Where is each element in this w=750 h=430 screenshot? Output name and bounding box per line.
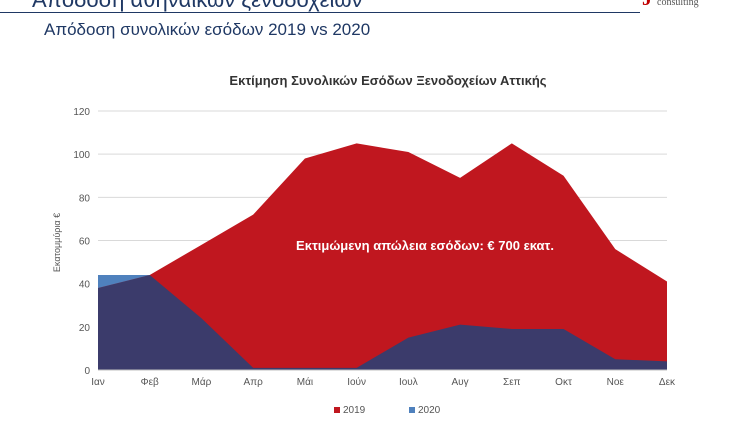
y-tick-label: 40 <box>79 280 91 291</box>
y-tick-label: 80 <box>79 193 91 204</box>
legend-label-2019: 2019 <box>343 405 366 416</box>
y-tick-label: 60 <box>79 237 91 248</box>
logo-text: consulting <box>657 0 699 8</box>
area-2020 <box>98 275 667 370</box>
x-tick-label: Ιαν <box>91 377 105 388</box>
y-tick-label: 100 <box>73 150 90 161</box>
x-tick-label: Ιουλ <box>399 377 418 388</box>
legend-swatch-2020 <box>409 407 415 413</box>
y-tick-label: 120 <box>73 107 90 118</box>
page-title: Απόδοση αθηναϊκών ξενοδοχείων <box>32 0 363 13</box>
y-tick-label: 20 <box>79 323 91 334</box>
x-tick-label: Απρ <box>244 377 264 388</box>
x-tick-label: Νοε <box>607 377 625 388</box>
legend-label-2020: 2020 <box>418 405 441 416</box>
x-tick-label: Οκτ <box>555 377 572 388</box>
x-tick-label: Μάρ <box>192 376 212 388</box>
x-tick-label: Δεκ <box>659 377 676 388</box>
company-logo: J consulting <box>642 0 722 16</box>
x-tick-label: Αυγ <box>452 377 469 388</box>
y-axis-label: Εκατομμύρια € <box>52 213 62 272</box>
legend-swatch-2019 <box>334 407 340 413</box>
logo-mark: J <box>642 0 652 11</box>
area-2020-top-band <box>98 275 150 288</box>
x-tick-label: Ιούν <box>347 376 366 388</box>
header-divider <box>0 12 640 13</box>
loss-annotation: Εκτιμώμενη απώλεια εσόδων: € 700 εκατ. <box>296 238 554 253</box>
area-2019 <box>98 143 667 370</box>
x-tick-label: Φεβ <box>141 377 159 388</box>
x-tick-label: Μάι <box>297 376 313 388</box>
page-subtitle: Απόδοση συνολικών εσόδων 2019 vs 2020 <box>44 20 371 39</box>
chart-title: Εκτίμηση Συνολικών Εσόδων Ξενοδοχείων Ατ… <box>229 73 546 88</box>
x-tick-label: Σεπ <box>503 377 521 388</box>
y-tick-label: 0 <box>84 366 90 377</box>
